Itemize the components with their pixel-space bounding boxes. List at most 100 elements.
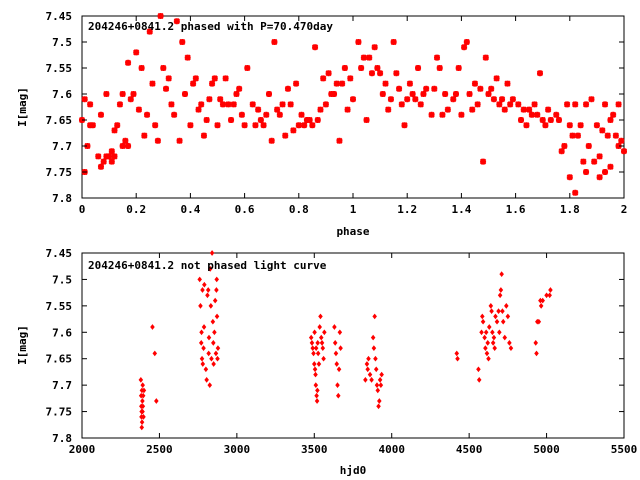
phased-data-point [358,64,365,72]
phased-data-point [157,12,164,20]
phased-data-point [339,80,346,87]
unphased-data-point [337,329,343,336]
unphased-data-point [199,329,204,336]
unphased-data-point [334,361,340,367]
unphased-data-point [483,329,489,336]
unphased-data-point [498,287,504,293]
unphased-data-point [490,329,495,336]
phased-data-point [198,101,205,108]
phased-data-point [325,70,332,77]
unphased-data-point [140,398,145,404]
phased-x-tick-label: 0.8 [289,203,309,216]
phased-data-point [536,70,544,77]
phased-data-point [542,122,549,129]
phased-data-point [615,142,622,150]
phased-data-point [561,142,568,150]
phased-data-point [108,148,115,155]
unphased-data-point [505,313,511,320]
phased-data-point [208,80,216,87]
phased-data-point [593,122,601,129]
unphased-data-point [454,350,460,357]
unphased-data-point [198,340,204,346]
phased-data-point [379,90,386,98]
phased-data-point [599,127,606,134]
phased-data-point [366,54,373,61]
phased-data-point [255,106,262,113]
unphased-data-point [214,276,219,283]
phased-data-point [190,80,197,87]
phased-data-point [225,101,232,108]
unphased-data-point [370,334,376,341]
phased-data-points [78,12,628,196]
phased-data-point [298,111,305,118]
phased-data-point [274,106,281,113]
phased-data-point [412,96,419,103]
unphased-data-point [332,340,338,346]
unphased-data-point [493,313,498,320]
phased-data-point [528,111,535,118]
unphased-x-tick-label: 3500 [301,443,328,456]
unphased-data-point [377,377,383,383]
phased-data-point [442,90,449,98]
unphased-y-tick-label: 7.75 [46,406,73,419]
phased-data-point [417,101,424,108]
phased-data-point [265,90,273,98]
phased-data-point [287,101,294,108]
phased-data-point [203,116,210,124]
phased-x-tick-label: 2 [621,203,628,216]
phased-data-point [360,54,367,61]
phased-data-point [200,132,208,139]
phased-data-point [306,116,313,124]
phased-data-point [227,116,235,124]
phased-data-point [431,85,438,92]
phased-data-point [591,158,598,165]
phased-data-point [520,106,527,113]
phased-data-point [84,142,91,150]
unphased-data-point [476,366,481,373]
unphased-data-point [311,350,316,357]
unphased-data-point [547,292,552,299]
unphased-x-tick-label: 2500 [146,443,173,456]
unphased-data-point [315,387,320,394]
unphased-data-point [315,340,320,346]
unphased-data-point [455,355,460,362]
unphased-data-point [206,350,211,357]
unphased-data-point [207,382,213,388]
phased-data-point [127,96,134,103]
phased-data-point [455,64,462,72]
unphased-plot-frame [81,252,625,439]
phased-x-tick-label: 1 [350,203,357,216]
phased-x-tick-label: 1.2 [397,203,417,216]
unphased-data-point [494,318,500,325]
unphased-data-point [150,324,155,330]
unphased-data-point [373,366,379,373]
unphased-data-point [372,313,377,320]
unphased-y-axis-label: I[mag] [16,325,29,365]
phased-data-point [192,75,199,82]
phased-plot-frame [81,15,625,199]
unphased-data-point [205,287,211,293]
phased-data-point [97,163,105,170]
phased-data-point [404,96,411,103]
phased-data-point [618,137,625,144]
phased-data-point [114,122,121,129]
phased-data-point [162,85,170,92]
unphased-data-point [374,382,380,388]
unphased-data-point [480,313,485,320]
unphased-data-point [312,361,317,367]
unphased-plot-title: 204246+0841.2 not phased light curve [88,259,327,272]
phased-data-point [111,153,118,160]
phased-data-point [290,127,297,134]
phased-data-point [103,90,110,98]
unphased-data-point [496,308,501,314]
phased-data-point [309,122,316,129]
unphased-data-point [484,350,490,357]
unphased-data-point [538,303,544,309]
phased-data-point [376,70,384,77]
unphased-data-point [201,324,207,330]
phased-data-point [387,96,395,103]
unphased-data-point [544,292,549,299]
phased-x-tick-label: 0.2 [126,203,146,216]
unphased-data-point [317,324,322,330]
unphased-data-point [313,345,319,351]
